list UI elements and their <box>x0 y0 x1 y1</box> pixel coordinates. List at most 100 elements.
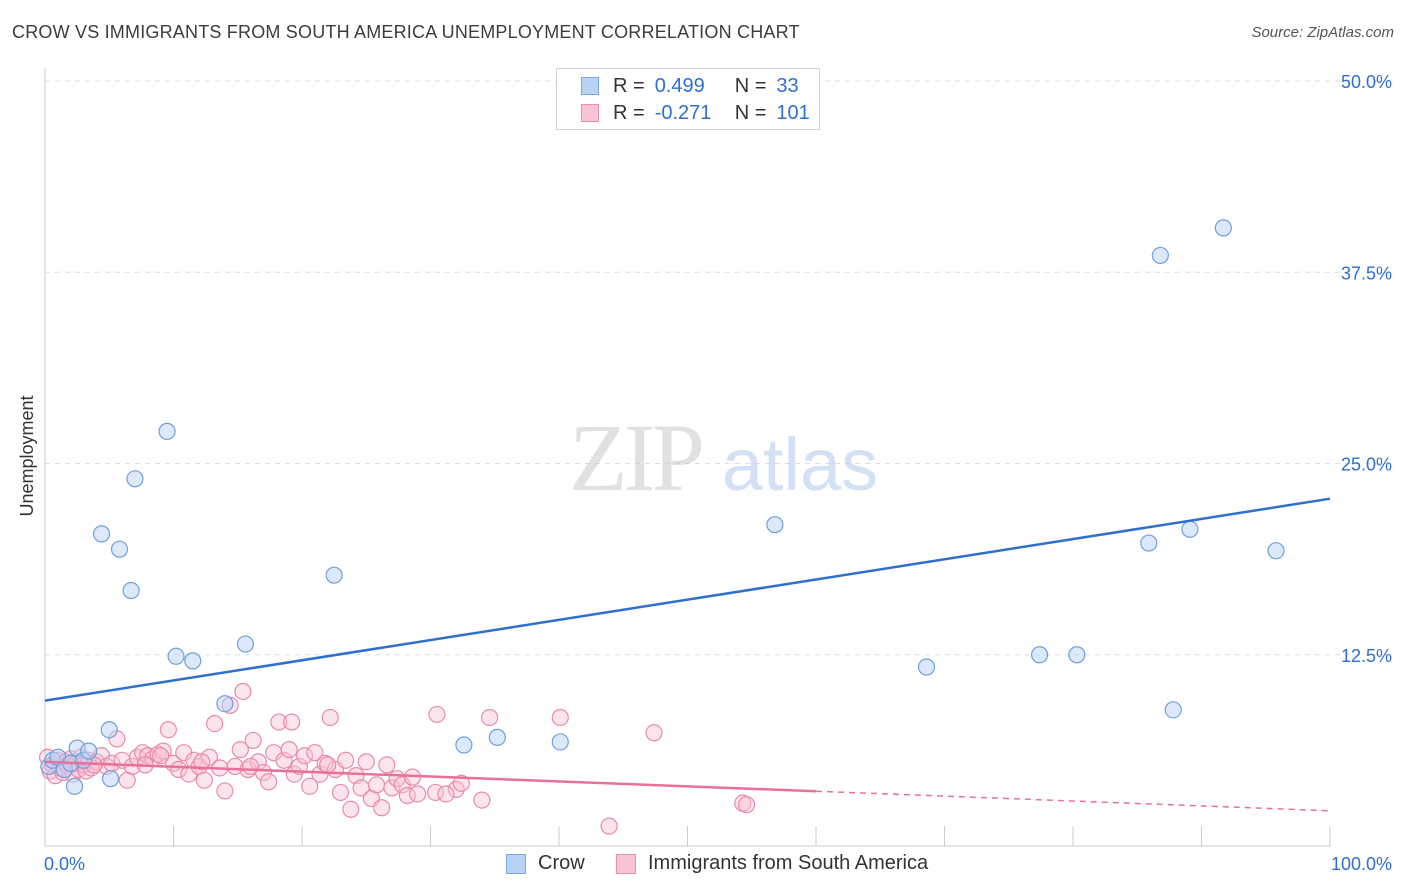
n-label: N = <box>734 74 767 97</box>
data-point-crow <box>65 777 84 795</box>
tick-labels: 12.5% 25.0% 37.5% 50.0% 0.0% 100.0% <box>44 72 1392 874</box>
legend-label-crow: Crow <box>538 852 585 874</box>
data-point-immigrants <box>193 753 211 771</box>
trend-line-immigrants-extension <box>815 790 1331 812</box>
data-point-immigrants <box>645 724 663 742</box>
data-point-immigrants <box>244 731 262 750</box>
data-point-immigrants <box>242 757 260 776</box>
r-value: 0.499 <box>654 74 705 97</box>
y-tick-label: 50.0% <box>1341 72 1392 92</box>
source-label: Source: ZipAtlas.com <box>1251 24 1394 41</box>
data-point-crow <box>1030 646 1049 664</box>
legend-item-immigrants: Immigrants from South America <box>616 852 928 875</box>
data-point-crow <box>1181 520 1199 538</box>
x-tick-label: 0.0% <box>44 854 85 874</box>
crow-swatch <box>506 853 526 874</box>
data-point-immigrants <box>319 756 337 774</box>
data-point-immigrants <box>373 799 391 817</box>
data-point-crow <box>766 516 784 534</box>
y-tick-label: 12.5% <box>1341 646 1392 666</box>
series-crow-points <box>40 219 1285 795</box>
data-point-crow <box>92 525 111 543</box>
n-value: 33 <box>776 74 799 97</box>
data-point-immigrants <box>195 771 213 789</box>
data-point-immigrants <box>437 785 455 803</box>
data-point-immigrants <box>600 817 618 835</box>
data-point-crow <box>1151 246 1169 265</box>
data-point-immigrants <box>295 747 314 765</box>
data-point-crow <box>158 422 176 440</box>
legend-item-crow: Crow <box>506 852 585 875</box>
data-point-crow <box>110 540 129 558</box>
data-point-crow <box>126 470 144 488</box>
data-point-immigrants <box>357 753 375 771</box>
immigrants-swatch <box>581 104 599 122</box>
data-point-immigrants <box>306 744 324 762</box>
data-point-immigrants <box>378 756 396 774</box>
data-point-immigrants <box>216 782 234 800</box>
data-point-immigrants <box>337 751 355 769</box>
data-point-immigrants <box>206 714 224 733</box>
data-point-crow <box>122 581 140 600</box>
data-point-crow <box>101 770 120 788</box>
legend-row-crow: R = 0.499 N = 33 <box>581 73 799 99</box>
axes <box>44 68 1331 847</box>
data-point-immigrants <box>231 741 249 759</box>
data-point-immigrants <box>481 708 499 727</box>
data-point-immigrants <box>270 713 288 731</box>
data-point-crow <box>1068 646 1086 664</box>
data-point-immigrants <box>154 742 172 760</box>
data-point-crow <box>325 566 343 584</box>
data-point-crow <box>1164 701 1182 719</box>
correlation-legend: R = 0.499 N = 33 R = -0.271 N = 101 <box>556 68 820 130</box>
n-value: 101 <box>776 101 810 124</box>
data-point-immigrants <box>159 721 177 739</box>
legend-label-immigrants: Immigrants from South America <box>648 852 929 874</box>
x-tick-label: 100.0% <box>1331 854 1392 874</box>
data-point-crow <box>917 658 936 676</box>
data-point-crow <box>80 742 98 760</box>
series-immigrants-points <box>38 682 756 835</box>
grid-lines <box>45 80 1392 656</box>
watermark-atlas: atlas <box>722 423 878 506</box>
data-point-immigrants <box>428 705 446 724</box>
data-point-crow <box>455 736 473 754</box>
trend-line-crow <box>44 497 1331 702</box>
data-point-immigrants <box>409 785 427 803</box>
chart-title: CROW VS IMMIGRANTS FROM SOUTH AMERICA UN… <box>12 22 800 42</box>
trend-lines <box>44 497 1331 812</box>
watermark: ZIP atlas <box>569 404 878 511</box>
data-point-immigrants <box>234 682 252 701</box>
y-tick-label: 37.5% <box>1341 263 1392 283</box>
data-point-immigrants <box>321 708 339 727</box>
data-point-immigrants <box>170 760 188 779</box>
data-point-immigrants <box>331 783 350 802</box>
y-tick-label: 25.0% <box>1341 455 1392 475</box>
data-point-crow <box>236 635 255 653</box>
data-point-immigrants <box>259 773 278 791</box>
data-point-crow <box>1140 534 1158 552</box>
y-axis-label: Unemployment <box>17 395 37 516</box>
data-point-immigrants <box>301 777 319 795</box>
immigrants-swatch <box>616 853 636 874</box>
data-point-immigrants <box>152 747 170 765</box>
crow-swatch <box>581 77 599 95</box>
legend-row-immigrants: R = -0.271 N = 101 <box>581 100 810 126</box>
data-point-crow <box>1267 542 1285 560</box>
data-point-immigrants <box>551 708 569 727</box>
trend-line-immigrants <box>44 760 817 793</box>
data-point-immigrants <box>738 796 756 814</box>
data-point-immigrants <box>283 713 301 731</box>
data-point-immigrants <box>275 751 293 769</box>
data-point-crow <box>184 652 202 670</box>
data-point-crow <box>167 647 185 665</box>
data-point-crow <box>216 695 234 713</box>
watermark-zip: ZIP <box>569 404 702 511</box>
data-point-immigrants <box>473 791 491 809</box>
data-point-immigrants <box>280 741 298 759</box>
n-label: N = <box>734 101 767 124</box>
data-point-immigrants <box>367 776 386 794</box>
r-value: -0.271 <box>654 101 712 124</box>
data-point-immigrants <box>452 774 470 792</box>
